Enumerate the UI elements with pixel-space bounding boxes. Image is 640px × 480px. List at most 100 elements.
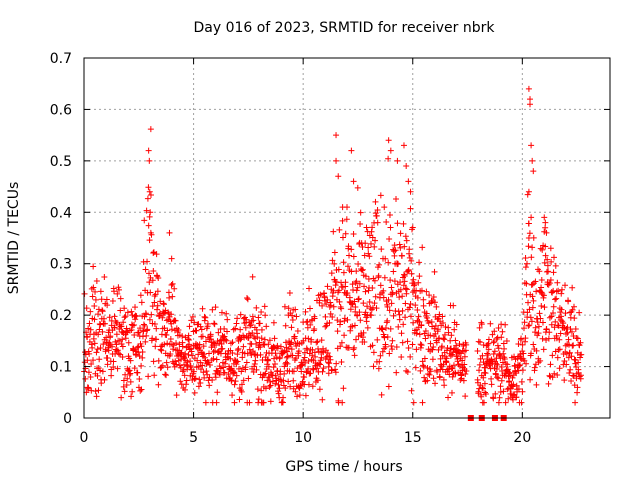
data-point bbox=[407, 188, 414, 195]
data-point bbox=[545, 335, 552, 342]
data-point bbox=[154, 306, 161, 313]
data-point bbox=[525, 299, 532, 306]
data-point bbox=[205, 359, 212, 366]
data-point bbox=[169, 280, 176, 287]
data-point bbox=[104, 354, 111, 361]
data-point bbox=[475, 338, 482, 345]
data-point bbox=[416, 318, 423, 325]
data-point bbox=[420, 302, 427, 309]
data-point bbox=[373, 305, 380, 312]
data-point bbox=[342, 279, 349, 286]
data-point bbox=[333, 360, 340, 367]
data-point bbox=[542, 243, 549, 250]
data-point bbox=[155, 274, 162, 281]
data-point bbox=[81, 290, 88, 297]
data-point bbox=[530, 341, 537, 348]
data-point bbox=[246, 322, 253, 329]
data-point bbox=[326, 360, 333, 367]
data-point bbox=[518, 399, 525, 406]
data-point bbox=[353, 336, 360, 343]
data-point bbox=[222, 360, 229, 367]
data-point bbox=[432, 322, 439, 329]
data-point bbox=[329, 313, 336, 320]
data-point bbox=[395, 323, 402, 330]
data-point bbox=[97, 345, 104, 352]
data-point bbox=[381, 204, 388, 211]
data-point bbox=[525, 235, 532, 241]
data-point bbox=[332, 366, 339, 373]
data-point bbox=[111, 288, 118, 295]
data-point bbox=[240, 377, 247, 384]
data-point bbox=[402, 314, 409, 321]
data-point bbox=[354, 312, 361, 319]
data-point bbox=[199, 305, 206, 312]
data-point bbox=[163, 359, 170, 366]
data-point bbox=[554, 322, 561, 329]
data-point bbox=[257, 351, 264, 358]
data-point bbox=[505, 395, 512, 402]
data-point bbox=[93, 349, 100, 356]
data-point bbox=[141, 217, 148, 224]
data-point bbox=[504, 361, 511, 368]
data-point bbox=[253, 366, 260, 373]
data-point bbox=[262, 385, 269, 392]
data-point bbox=[361, 283, 368, 290]
data-point bbox=[336, 287, 343, 294]
data-point bbox=[86, 320, 93, 327]
data-point bbox=[459, 357, 466, 364]
data-point bbox=[334, 328, 341, 335]
data-point bbox=[123, 381, 130, 388]
data-point bbox=[312, 353, 319, 360]
data-point bbox=[186, 323, 193, 330]
data-point bbox=[487, 365, 494, 372]
data-point bbox=[479, 384, 486, 391]
data-point bbox=[389, 289, 396, 296]
data-point bbox=[113, 341, 120, 348]
data-point bbox=[187, 358, 194, 365]
data-point bbox=[382, 343, 389, 350]
data-point bbox=[532, 324, 539, 331]
data-point bbox=[476, 324, 483, 331]
data-point bbox=[554, 279, 561, 286]
data-point bbox=[387, 224, 394, 231]
data-point bbox=[196, 376, 203, 383]
data-point bbox=[398, 353, 405, 360]
data-point bbox=[369, 285, 376, 292]
data-point bbox=[481, 399, 488, 406]
data-point bbox=[563, 361, 570, 368]
data-point bbox=[447, 337, 454, 344]
data-point bbox=[140, 321, 147, 328]
data-point bbox=[504, 366, 511, 373]
data-point bbox=[95, 331, 102, 338]
data-point bbox=[490, 395, 497, 402]
data-point bbox=[228, 377, 235, 384]
data-point bbox=[452, 370, 459, 377]
data-point bbox=[356, 241, 363, 248]
data-point bbox=[323, 301, 330, 308]
data-point bbox=[456, 340, 463, 347]
data-point bbox=[538, 276, 545, 283]
data-point bbox=[494, 374, 501, 381]
data-point bbox=[431, 268, 438, 275]
data-point bbox=[349, 323, 356, 330]
data-point bbox=[416, 331, 423, 338]
data-point bbox=[333, 132, 340, 139]
data-point bbox=[386, 212, 393, 219]
data-point bbox=[179, 333, 186, 340]
data-point bbox=[567, 366, 574, 373]
data-point bbox=[432, 380, 439, 387]
data-point bbox=[529, 157, 536, 164]
data-point bbox=[332, 282, 339, 289]
data-point bbox=[337, 343, 344, 350]
data-point bbox=[378, 391, 385, 398]
data-point bbox=[186, 341, 193, 348]
data-point bbox=[212, 374, 219, 381]
data-point bbox=[113, 331, 120, 338]
data-point bbox=[492, 390, 499, 397]
data-point bbox=[85, 369, 92, 376]
data-point bbox=[340, 385, 347, 392]
data-point bbox=[258, 387, 265, 394]
data-point bbox=[551, 370, 558, 377]
data-point bbox=[403, 286, 410, 293]
data-point bbox=[168, 326, 175, 333]
